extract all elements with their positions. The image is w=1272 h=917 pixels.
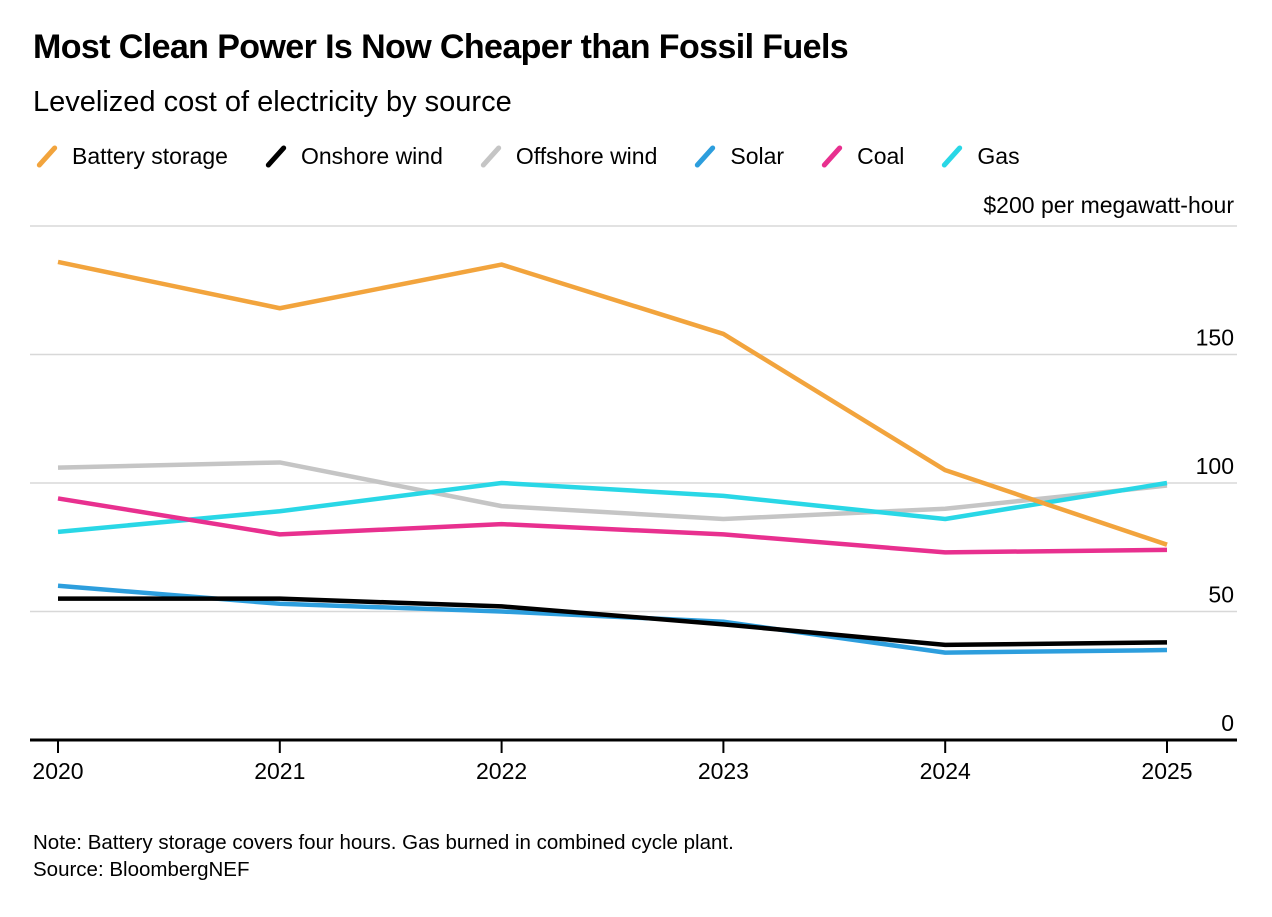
axis-labels: 2020 2021 2022 2023 2024 2025 0 50 100 150 $200 pe… [32, 192, 1234, 784]
chart-title: Most Clean Power Is Now Cheaper than Fos… [33, 28, 849, 66]
chart-subtitle: Levelized cost of electricity by source [33, 86, 512, 118]
y-tick-label: 0 [1221, 710, 1234, 736]
legend-label: Battery storage [72, 142, 228, 169]
x-tick-label: 2022 [476, 758, 527, 784]
legend-item-coal: Coal [820, 142, 905, 170]
line-chart: 2020 2021 2022 2023 2024 2025 0 50 100 150 $200 pe… [30, 192, 1237, 784]
legend-item-offshore-wind: Offshore wind [479, 142, 658, 170]
legend-item-solar: Solar [694, 143, 784, 170]
series-lines [57, 259, 1168, 655]
gridlines [30, 225, 1237, 741]
legend-item-gas: Gas [941, 142, 1020, 170]
series-line-offshore-wind [57, 460, 1168, 522]
series-line-onshore-wind [58, 596, 1168, 648]
legend-label: Solar [730, 142, 785, 169]
x-tick-label: 2021 [254, 758, 305, 784]
x-tick-label: 2024 [920, 758, 971, 784]
x-tick-label: 2025 [1141, 758, 1192, 784]
x-axis [30, 738, 1237, 753]
y-tick-label: 50 [1208, 582, 1234, 608]
x-tick-label: 2023 [698, 758, 749, 784]
series-line-battery-storage [57, 259, 1168, 547]
chart-note: Note: Battery storage covers four hours.… [33, 831, 734, 854]
legend-item-onshore-wind: Onshore wind [264, 142, 443, 170]
legend-label: Onshore wind [300, 142, 443, 169]
chart-source: Source: BloombergNEF [33, 858, 250, 881]
series-line-gas [57, 480, 1168, 535]
legend-label: Coal [857, 142, 905, 169]
y-tick-label: 150 [1196, 325, 1234, 351]
y-tick-label: 100 [1196, 453, 1234, 479]
legend-item-battery-storage: Battery storage [35, 142, 228, 170]
legend-label: Offshore wind [515, 142, 658, 169]
legend: Battery storage Onshore wind Offshore wind… [35, 139, 1020, 173]
y-axis-unit-label: $200 per megawatt-hour [983, 192, 1234, 218]
series-line-coal [57, 496, 1168, 555]
x-tick-label: 2020 [32, 758, 83, 784]
legend-label: Gas [977, 142, 1020, 169]
